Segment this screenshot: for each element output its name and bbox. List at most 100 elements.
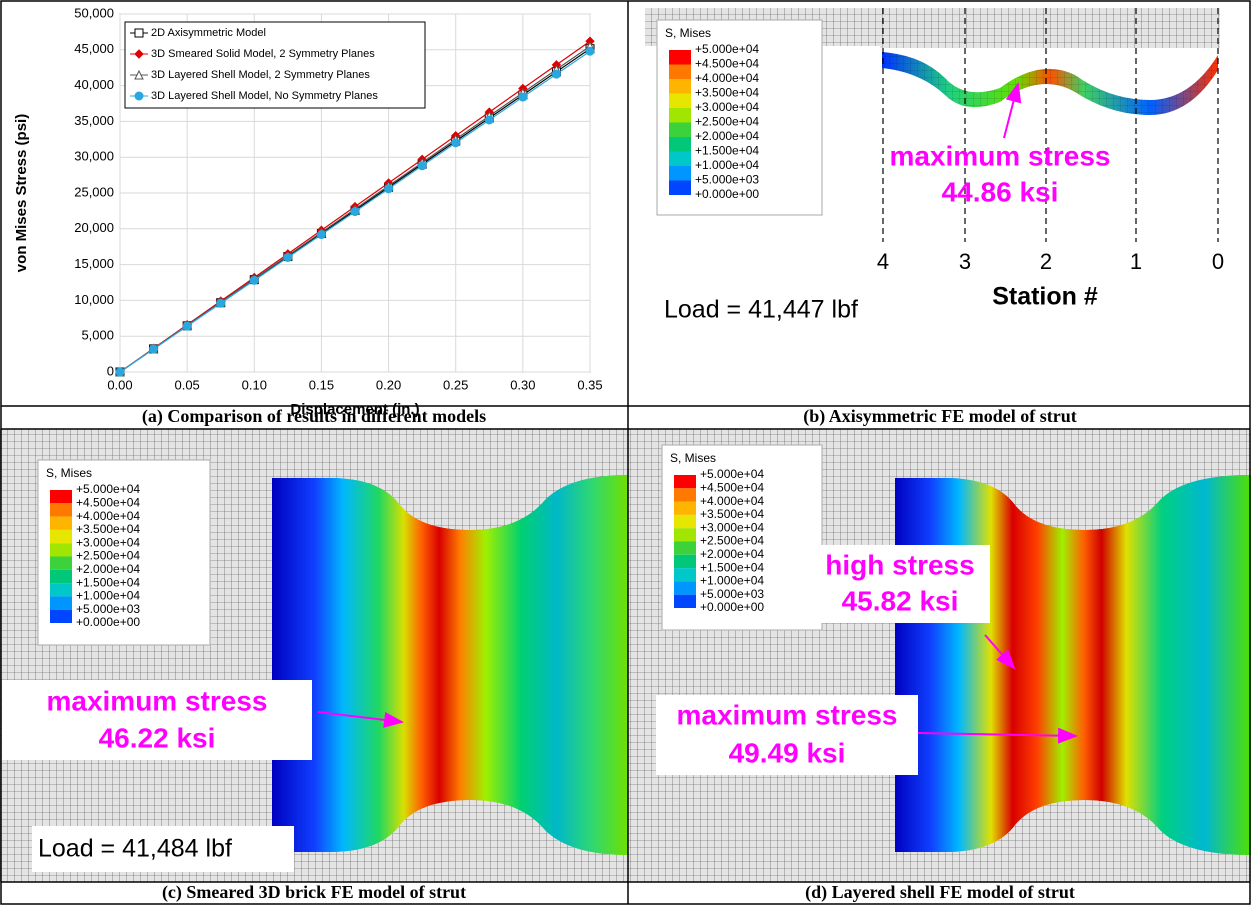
station: 1 bbox=[1130, 249, 1142, 274]
marker bbox=[150, 345, 158, 353]
legend-level: +5.000e+03 bbox=[700, 587, 764, 601]
legend-level: +5.000e+04 bbox=[700, 467, 764, 481]
legend-level: +3.000e+04 bbox=[695, 100, 759, 114]
legend-level: +0.000e+00 bbox=[76, 615, 140, 629]
x-tick-label: 0.05 bbox=[174, 377, 199, 392]
color-box bbox=[674, 488, 696, 501]
legend-level: +4.500e+04 bbox=[700, 480, 764, 494]
y-tick-label: 20,000 bbox=[74, 220, 114, 235]
legend-level: +5.000e+04 bbox=[76, 482, 140, 496]
annotation-value: 49.49 ksi bbox=[729, 737, 846, 768]
color-box bbox=[50, 530, 72, 543]
legend-title: S, Mises bbox=[665, 26, 711, 40]
y-tick-label: 35,000 bbox=[74, 113, 114, 128]
legend-title: S, Mises bbox=[670, 451, 716, 465]
color-box bbox=[674, 555, 696, 568]
marker bbox=[284, 253, 292, 261]
marker bbox=[351, 208, 359, 216]
contour-legend: S, Mises+5.000e+04+4.500e+04+4.000e+04+3… bbox=[657, 20, 822, 215]
color-box bbox=[674, 502, 696, 515]
marker bbox=[452, 139, 460, 147]
marker bbox=[418, 162, 426, 170]
annotation: high stress bbox=[825, 549, 974, 580]
color-box bbox=[50, 503, 72, 516]
legend-level: +1.000e+04 bbox=[700, 574, 764, 588]
station: 4 bbox=[877, 249, 889, 274]
legend-level: +3.500e+04 bbox=[700, 507, 764, 521]
marker bbox=[552, 70, 560, 78]
caption: (d) Layered shell FE model of strut bbox=[805, 882, 1075, 903]
legend-level: +0.000e+00 bbox=[700, 600, 764, 614]
annotation-value: 44.86 ksi bbox=[942, 176, 1059, 207]
legend-label: 3D Layered Shell Model, 2 Symmetry Plane… bbox=[151, 69, 370, 81]
color-box bbox=[669, 94, 691, 109]
color-box bbox=[50, 517, 72, 530]
legend-label: 3D Smeared Solid Model, 2 Symmetry Plane… bbox=[151, 48, 375, 60]
x-tick-label: 0.25 bbox=[443, 377, 468, 392]
color-box bbox=[50, 557, 72, 570]
load-label: Load = 41,484 lbf bbox=[38, 835, 232, 863]
color-box bbox=[669, 123, 691, 138]
legend-level: +4.500e+04 bbox=[695, 57, 759, 71]
color-box bbox=[50, 490, 72, 503]
color-box bbox=[669, 181, 691, 196]
legend-label: 3D Layered Shell Model, No Symmetry Plan… bbox=[151, 90, 378, 102]
color-box bbox=[674, 528, 696, 541]
color-box bbox=[50, 583, 72, 596]
legend-level: +1.500e+04 bbox=[695, 144, 759, 158]
annotation-value: 46.22 ksi bbox=[99, 722, 216, 753]
legend-level: +1.500e+04 bbox=[76, 575, 140, 589]
page: {"chart_data": {"type": "line", "x_label… bbox=[0, 0, 1251, 910]
legend-level: +3.500e+04 bbox=[76, 522, 140, 536]
x-tick-label: 0.30 bbox=[510, 377, 535, 392]
load-label: Load = 41,447 lbf bbox=[664, 296, 858, 324]
color-box bbox=[50, 610, 72, 623]
color-box bbox=[50, 543, 72, 556]
legend-level: +4.500e+04 bbox=[76, 495, 140, 509]
marker bbox=[183, 322, 191, 330]
color-box bbox=[669, 152, 691, 167]
color-box bbox=[674, 515, 696, 528]
figure: 05,00010,00015,00020,00025,00030,00035,0… bbox=[0, 0, 1251, 905]
legend-label: 2D Axisymmetric Model bbox=[151, 27, 266, 39]
annotation: maximum stress bbox=[676, 699, 897, 730]
y-tick-label: 25,000 bbox=[74, 184, 114, 199]
station: 0 bbox=[1212, 249, 1224, 274]
station: 3 bbox=[959, 249, 971, 274]
caption: (c) Smeared 3D brick FE model of strut bbox=[162, 882, 466, 903]
caption: (a) Comparison of results in different m… bbox=[142, 406, 486, 427]
y-tick-label: 15,000 bbox=[74, 256, 114, 271]
legend-level: +1.000e+04 bbox=[76, 589, 140, 603]
legend-title: S, Mises bbox=[46, 466, 92, 480]
legend-level: +4.000e+04 bbox=[700, 494, 764, 508]
legend-level: +4.000e+04 bbox=[695, 71, 759, 85]
station-numbers: 4 3 2 1 0 bbox=[877, 249, 1224, 274]
station-label: Station # bbox=[992, 283, 1098, 311]
color-box bbox=[669, 166, 691, 181]
marker bbox=[385, 185, 393, 193]
x-tick-label: 0.15 bbox=[309, 377, 334, 392]
legend-level: +0.000e+00 bbox=[695, 187, 759, 201]
color-box bbox=[669, 79, 691, 94]
legend-level: +5.000e+04 bbox=[695, 42, 759, 56]
annotation-value: 45.82 ksi bbox=[842, 585, 959, 616]
y-tick-label: 40,000 bbox=[74, 77, 114, 92]
marker bbox=[317, 231, 325, 239]
legend-level: +2.000e+04 bbox=[700, 547, 764, 561]
y-axis-label: von Mises Stress (psi) bbox=[13, 114, 30, 272]
legend-level: +3.000e+04 bbox=[700, 520, 764, 534]
marker bbox=[485, 116, 493, 124]
marker bbox=[519, 93, 527, 101]
legend-level: +3.500e+04 bbox=[695, 86, 759, 100]
legend-level: +5.000e+03 bbox=[695, 173, 759, 187]
caption: (b) Axisymmetric FE model of strut bbox=[803, 406, 1076, 427]
marker bbox=[250, 276, 258, 284]
x-tick-label: 0.00 bbox=[107, 377, 132, 392]
marker bbox=[135, 29, 143, 37]
color-box bbox=[674, 542, 696, 555]
y-tick-label: 0 bbox=[107, 363, 114, 378]
color-box bbox=[50, 570, 72, 583]
legend-level: +2.500e+04 bbox=[700, 534, 764, 548]
x-tick-label: 0.20 bbox=[376, 377, 401, 392]
color-box bbox=[669, 65, 691, 80]
